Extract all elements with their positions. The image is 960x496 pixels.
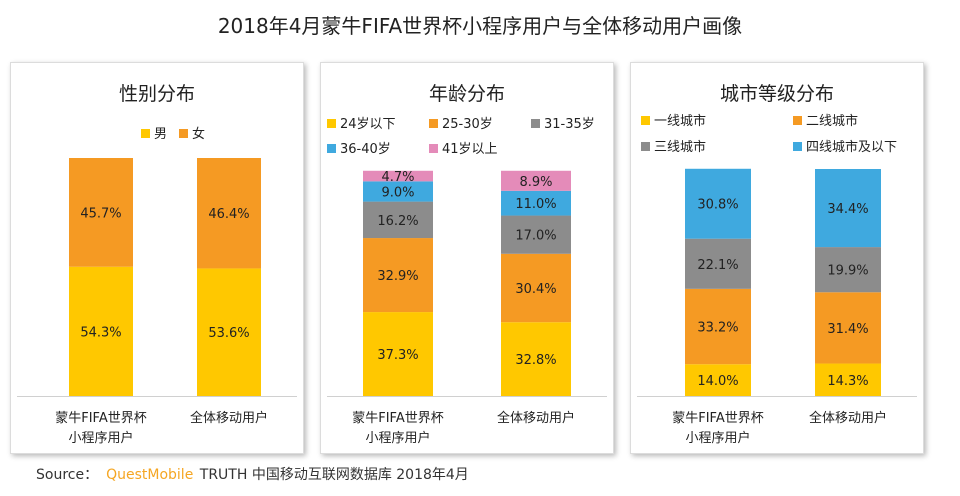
gender-chart: 男 女 54.3% 45.7% 蒙牛FIFA世界杯小程序用户 53.6% 46.4% 全体移动… [17, 126, 297, 446]
gender-category-label-0: 蒙牛FIFA世界杯小程序用户 [55, 411, 147, 446]
city-tier-data-label-0-2: 22.1% [697, 258, 738, 273]
age-data-label-0-0: 37.3% [377, 348, 418, 363]
gender-legend-label-1: 女 [192, 126, 205, 142]
age-bar-0-segment-0 [363, 312, 433, 396]
gender-legend-swatch-0 [141, 129, 150, 138]
source-label: Source： [36, 467, 99, 483]
age-data-label-1-4: 8.9% [519, 175, 552, 190]
city-tier-data-label-1-3: 34.4% [827, 202, 868, 217]
source-brand: QuestMobile [106, 467, 194, 483]
age-data-label-1-1: 30.4% [515, 282, 556, 297]
age-data-label-0-2: 16.2% [377, 214, 418, 229]
source-text: TRUTH 中国移动互联网数据库 2018年4月 [199, 467, 469, 483]
age-category-label-0: 蒙牛FIFA世界杯小程序用户 [352, 411, 444, 446]
city-tier-legend-swatch-3 [793, 142, 802, 151]
city-tier-legend-label-2: 三线城市 [654, 139, 706, 155]
city-tier-legend-label-3: 四线城市及以下 [806, 139, 897, 155]
age-bar-1-segment-4 [501, 170, 571, 191]
gender-data-label-0-0: 54.3% [80, 325, 121, 340]
city-tier-bar-1-segment-1 [815, 292, 881, 364]
age-legend-label-3: 36-40岁 [340, 142, 391, 157]
city-tier-bar-1-segment-3 [815, 169, 881, 248]
age-bar-0-segment-3 [363, 181, 433, 202]
city-tier-data-label-1-2: 19.9% [827, 264, 868, 279]
age-chart: 24岁以下 25-30岁 31-35岁 36-40岁 41岁以上 37.3% 32.9% 16… [327, 117, 607, 446]
gender-bar-0-segment-1 [69, 158, 133, 267]
age-legend-swatch-1 [429, 119, 438, 128]
age-data-label-1-2: 17.0% [515, 229, 556, 244]
age-bar-1-segment-0 [501, 322, 571, 396]
city-tier-data-label-0-1: 33.2% [697, 321, 738, 336]
gender-legend-swatch-1 [179, 129, 188, 138]
age-chart-title: 年龄分布 [428, 83, 505, 105]
age-bar-1-segment-3 [501, 190, 571, 216]
age-legend-swatch-4 [429, 144, 438, 153]
gender-bar-1-segment-0 [197, 268, 261, 396]
gender-data-label-0-1: 45.7% [80, 206, 121, 221]
gender-category-label-1: 全体移动用户 [190, 410, 268, 426]
gender-data-label-1-1: 46.4% [208, 207, 249, 222]
gender-legend-label-0: 男 [154, 127, 167, 142]
city-tier-bar-0-segment-2 [685, 238, 751, 289]
gender-chart-title: 性别分布 [118, 83, 195, 105]
city-tier-bar-0-segment-1 [685, 288, 751, 365]
city-tier-data-label-0-0: 14.0% [697, 374, 738, 389]
city-tier-data-label-1-1: 31.4% [827, 322, 868, 337]
age-category-label-1: 全体移动用户 [497, 410, 575, 426]
age-chart-panel: 年龄分布 24岁以下 25-30岁 31-35岁 36-40岁 41岁以上 37.3% 32… [320, 62, 614, 454]
city-tier-data-label-1-0: 14.3% [827, 374, 868, 389]
age-data-label-1-0: 32.8% [515, 353, 556, 368]
age-bar-1-segment-2 [501, 215, 571, 254]
gender-data-label-1-0: 53.6% [208, 326, 249, 341]
age-bar-0-segment-4 [363, 170, 433, 182]
city-tier-legend-swatch-1 [793, 116, 802, 125]
age-data-label-0-3: 9.0% [381, 185, 414, 200]
age-bar-1-segment-1 [501, 253, 571, 323]
age-legend-swatch-0 [327, 119, 336, 128]
age-bar-0-segment-2 [363, 201, 433, 239]
city-tier-category-label-0: 蒙牛FIFA世界杯小程序用户 [672, 411, 764, 446]
city-tier-category-label-1: 全体移动用户 [809, 410, 887, 426]
age-legend-label-4: 41岁以上 [442, 142, 498, 157]
age-legend-label-0: 24岁以下 [340, 117, 396, 132]
source-note: Source： QuestMobile TRUTH 中国移动互联网数据库 2018… [36, 464, 469, 484]
city-tier-legend-swatch-0 [641, 116, 650, 125]
gender-bar-0-segment-0 [69, 266, 133, 396]
city-tier-data-label-0-3: 30.8% [697, 198, 738, 213]
age-bar-0-segment-1 [363, 238, 433, 313]
city-tier-legend-swatch-2 [641, 142, 650, 151]
city-tier-legend-label-1: 二线城市 [806, 113, 858, 129]
age-data-label-1-3: 11.0% [515, 197, 556, 212]
city-tier-bar-1-segment-2 [815, 247, 881, 293]
city-tier-bar-1-segment-0 [815, 363, 881, 396]
age-data-label-0-4: 4.7% [381, 170, 414, 185]
page-title: 2018年4月蒙牛FIFA世界杯小程序用户与全体移动用户画像 [217, 14, 743, 38]
gender-chart-panel: 性别分布 男 女 54.3% 45.7% 蒙牛FIFA世界杯小程序用户 53.6% 46.4… [10, 62, 304, 454]
city-tier-chart-panel: 城市等级分布 一线城市 二线城市三线城市 四线城市及以下 14.0% 33.2% 22.1… [630, 62, 924, 454]
city-tier-chart-title: 城市等级分布 [719, 83, 834, 105]
gender-bar-1-segment-1 [197, 158, 261, 269]
city-tier-legend-label-0: 一线城市 [654, 113, 706, 129]
age-legend-swatch-3 [327, 144, 336, 153]
city-tier-bar-0-segment-3 [685, 168, 751, 239]
age-data-label-0-1: 32.9% [377, 269, 418, 284]
age-legend-label-2: 31-35岁 [544, 117, 595, 132]
age-legend-label-1: 25-30岁 [442, 117, 493, 132]
age-legend-swatch-2 [531, 119, 540, 128]
city-tier-bar-0-segment-0 [685, 364, 751, 396]
